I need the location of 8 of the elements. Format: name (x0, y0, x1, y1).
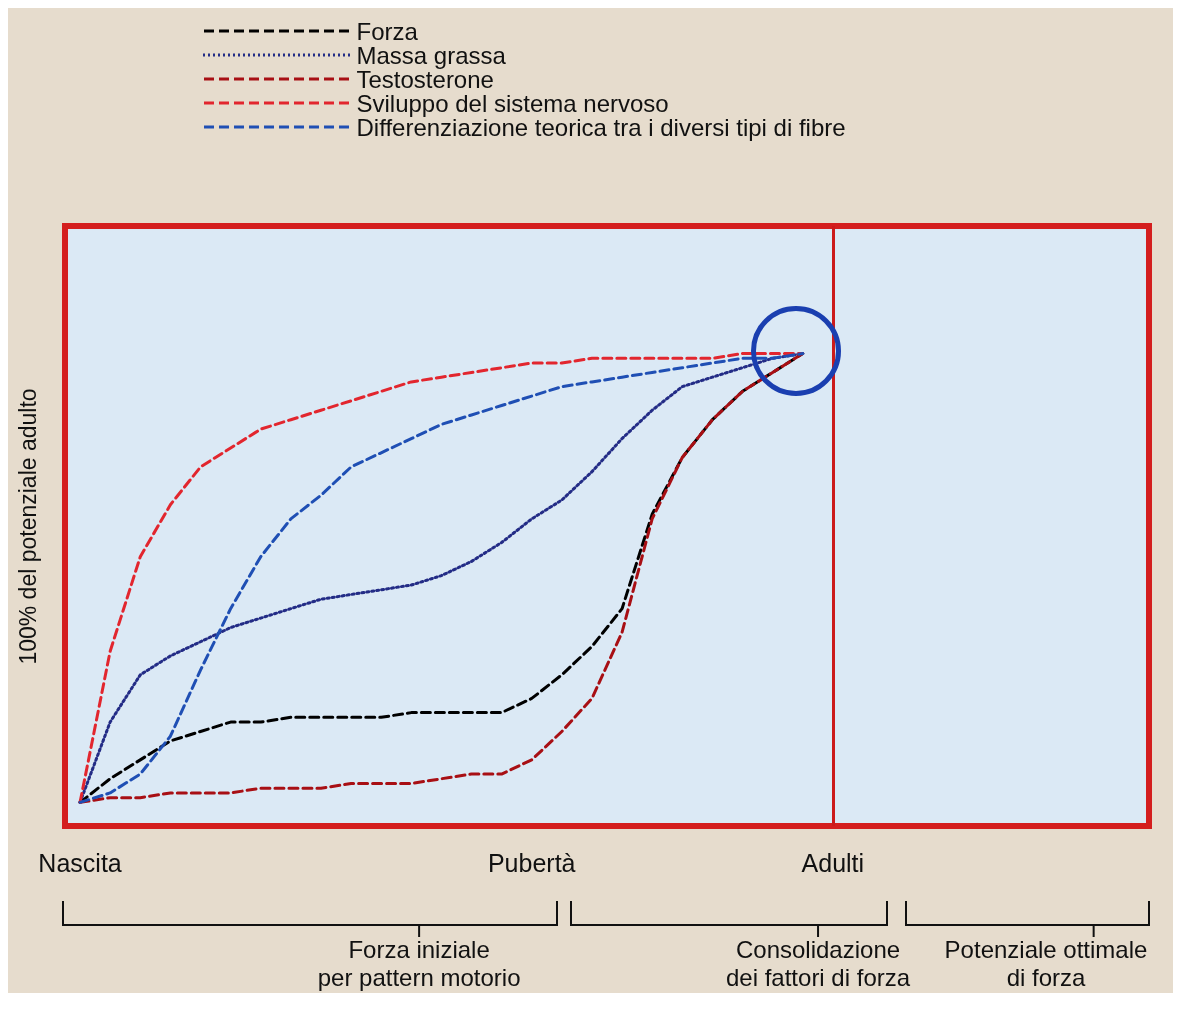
text: Consolidazione dei fattori di forza (725, 936, 912, 992)
y-axis-title: 100% del potenziale adulto (14, 387, 42, 665)
legend-label: Sviluppo del sistema nervoso (356, 89, 669, 117)
x-tick-label: Pubertà (487, 848, 576, 877)
x-tick-label: Adulti (801, 848, 865, 877)
text: Potenziale ottimale di forza (943, 936, 1149, 992)
x-tick-label: Nascita (38, 848, 122, 877)
text: Forza iniziale per pattern motorio (316, 936, 522, 992)
